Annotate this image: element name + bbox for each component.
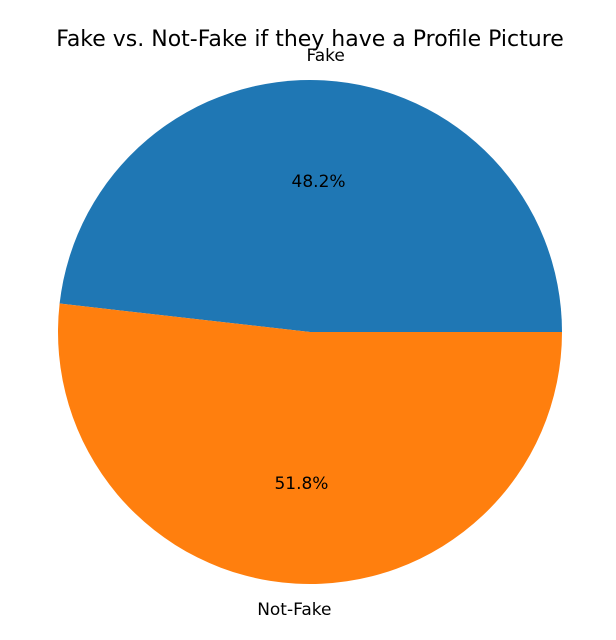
pie-slices [58, 80, 562, 585]
pie-slice-fake [59, 80, 562, 332]
pie-slice-not-fake [58, 303, 562, 585]
slice-label: Not-Fake [257, 600, 331, 620]
pie-labels: Fake 48.2% Not-Fake 51.8% [257, 46, 345, 620]
slice-percent-label: 51.8% [274, 474, 328, 494]
slice-percent-label: 48.2% [292, 172, 346, 192]
slice-label: Fake [306, 46, 344, 66]
chart-title: Fake vs. Not-Fake if they have a Profile… [56, 27, 564, 52]
